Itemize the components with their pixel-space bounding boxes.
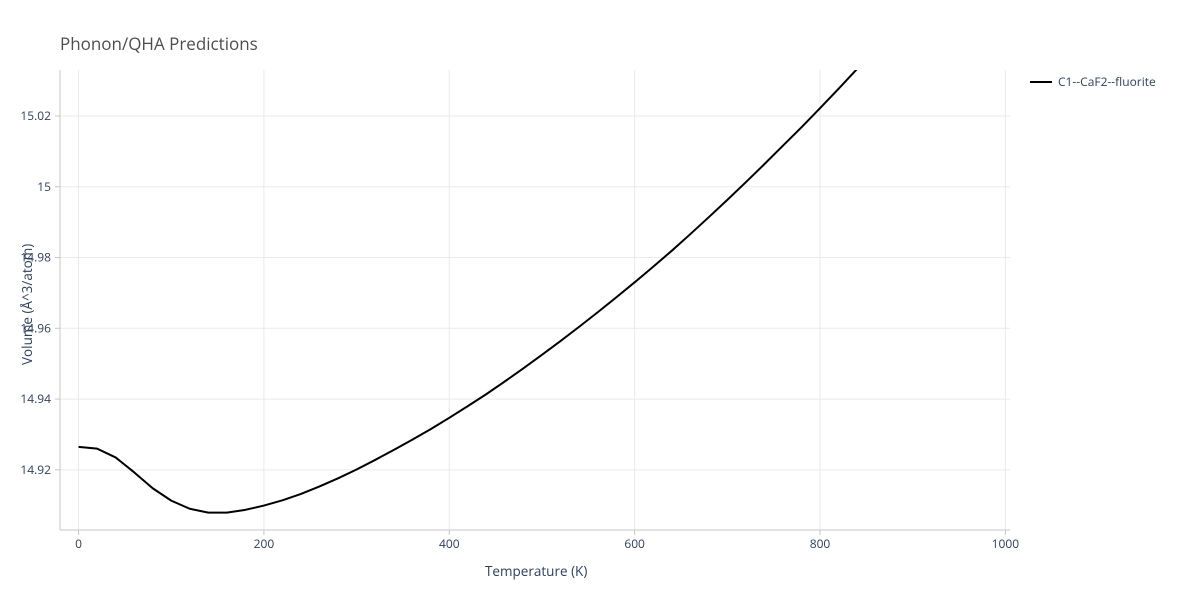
svg-text:400: 400: [439, 535, 460, 552]
svg-text:600: 600: [624, 535, 645, 552]
svg-text:15.02: 15.02: [20, 107, 51, 124]
svg-text:800: 800: [810, 535, 831, 552]
svg-text:14.94: 14.94: [20, 390, 51, 407]
legend-swatch: [1030, 81, 1052, 83]
svg-text:15: 15: [37, 178, 51, 195]
chart-svg: 0200400600800100014.9214.9414.9614.98151…: [0, 0, 1200, 600]
svg-text:14.92: 14.92: [20, 461, 51, 478]
y-axis-label: Volume (Å^3/atom): [18, 244, 36, 365]
svg-text:0: 0: [75, 535, 82, 552]
x-axis-label: Temperature (K): [485, 562, 587, 580]
legend-series-label: C1--CaF2--fluorite: [1058, 73, 1156, 90]
svg-text:200: 200: [254, 535, 275, 552]
legend[interactable]: C1--CaF2--fluorite: [1030, 73, 1156, 90]
svg-text:1000: 1000: [992, 535, 1020, 552]
chart-container: { "chart": { "type": "line", "title": "P…: [0, 0, 1200, 600]
